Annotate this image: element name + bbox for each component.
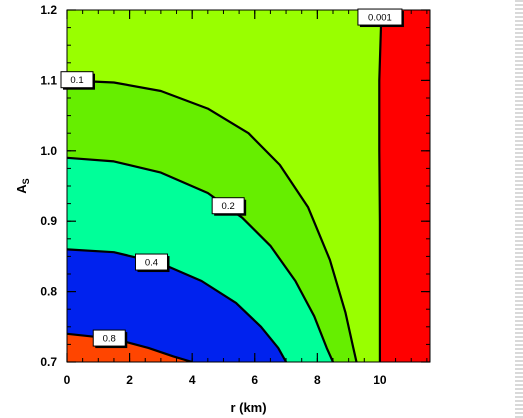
contour-label-box (60, 71, 94, 89)
contour-label-0.2: 0.2 (211, 197, 247, 216)
contour-label-box (357, 8, 403, 26)
contour-label-box (211, 197, 245, 215)
contour-label-0.001: 0.001 (357, 8, 404, 28)
contour-line-0.1 (67, 79, 358, 362)
contour-label-box (134, 253, 168, 271)
region-below-0.001 (379, 10, 430, 362)
contour-label-0.8: 0.8 (92, 329, 128, 349)
x-tick-label: 2 (126, 373, 133, 387)
contour-label-text: 0.001 (368, 13, 392, 24)
contour-line-0.4 (67, 248, 288, 362)
contour-label-0.4: 0.4 (134, 253, 170, 273)
contour-line-0.2 (67, 156, 335, 362)
y-tick-label: 1.0 (40, 144, 57, 158)
x-tick-label: 0 (64, 373, 71, 387)
contour-line-0.001 (378, 10, 383, 362)
window-edge-strip (515, 0, 523, 418)
contour-labels: 0.8 0.4 0.2 0.1 0.001 (60, 8, 404, 349)
contour-label-text: 0.8 (103, 334, 116, 345)
y-tick-label: 0.8 (40, 285, 57, 299)
y-axis-label: AS (14, 178, 31, 193)
contour-label-box (92, 329, 126, 347)
y-tick-label: 0.9 (40, 214, 57, 228)
y-tick-label: 1.1 (40, 73, 57, 87)
x-tick-label: 10 (373, 373, 387, 387)
plot-fills (67, 10, 430, 362)
axis-ticks: 0 2 4 6 8 10 0.7 0.8 0.9 1.0 1.1 1.2 (40, 3, 430, 387)
contour-label-text: 0.4 (145, 258, 158, 269)
x-axis-label: r (km) (230, 400, 266, 415)
x-tick-label: 4 (189, 373, 196, 387)
contour-label-0.1: 0.1 (60, 71, 95, 90)
contour-label-text: 0.2 (222, 201, 235, 212)
y-axis-label-main: A (14, 184, 29, 194)
contour-label-text: 0.1 (70, 75, 83, 86)
contour-lines (67, 10, 383, 362)
y-axis-label-sub: S (21, 178, 31, 184)
x-tick-label: 8 (314, 373, 321, 387)
x-tick-label: 6 (251, 373, 258, 387)
y-tick-label: 1.2 (40, 3, 57, 17)
y-tick-label: 0.7 (40, 355, 57, 369)
